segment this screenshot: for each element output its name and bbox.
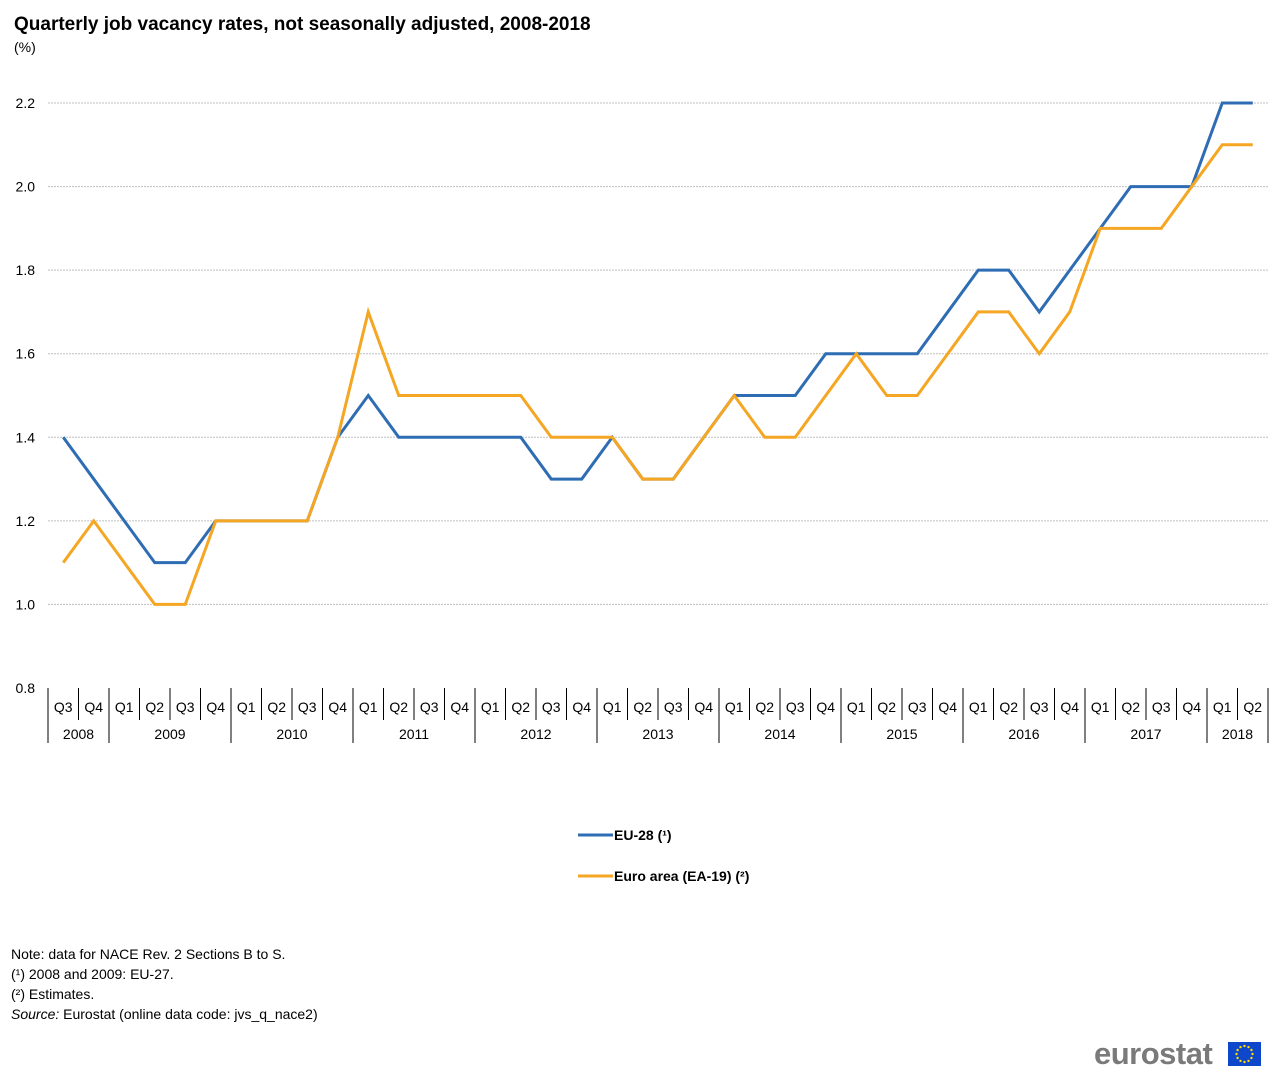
quarter-label: Q3 [542,699,561,715]
year-label: 2013 [642,726,673,742]
star [1243,1060,1246,1064]
star [1236,1048,1239,1052]
star [1247,1045,1250,1049]
year-label: 2012 [520,726,551,742]
quarter-label: Q1 [847,699,866,715]
year-label: 2014 [764,726,795,742]
quarter-label: Q4 [1182,699,1201,715]
quarter-label: Q3 [786,699,805,715]
quarter-label: Q2 [999,699,1018,715]
y-tick-label: 1.2 [16,513,36,529]
year-label: 2016 [1008,726,1039,742]
star [1239,1059,1242,1063]
star [1250,1056,1253,1060]
note-1: Note: data for NACE Rev. 2 Sections B to… [11,946,286,962]
legend-label: Euro area (EA-19) (²) [614,868,749,884]
year-label: 2017 [1130,726,1161,742]
legend-label: EU-28 (¹) [614,827,672,843]
quarter-label: Q3 [298,699,317,715]
quarter-label: Q2 [267,699,286,715]
series-line-1 [62,143,1253,606]
quarter-label: Q4 [1060,699,1079,715]
quarter-label: Q2 [511,699,530,715]
quarter-label: Q2 [877,699,896,715]
y-tick-label: 2.2 [16,95,36,111]
year-label: 2009 [154,726,185,742]
eu-stars-icon [1235,1044,1254,1064]
quarter-label: Q1 [725,699,744,715]
quarter-label: Q1 [1213,699,1232,715]
year-label: 2011 [399,726,429,742]
unit-label: (%) [14,39,36,55]
y-tick-label: 1.4 [16,429,36,445]
star [1250,1048,1253,1052]
quarter-label: Q1 [359,699,378,715]
quarter-label: Q1 [481,699,500,715]
quarter-label: Q2 [633,699,652,715]
quarter-label: Q2 [145,699,164,715]
year-label: 2008 [63,726,94,742]
quarter-label: Q1 [969,699,988,715]
quarter-label: Q4 [938,699,957,715]
quarter-label: Q1 [115,699,134,715]
quarter-label: Q1 [1091,699,1110,715]
star [1236,1056,1239,1060]
quarter-label: Q4 [694,699,713,715]
quarter-label: Q3 [176,699,195,715]
note-3: (²) Estimates. [11,986,95,1002]
eu-flag-icon [1228,1042,1261,1066]
source-text: Eurostat (online data code: jvs_q_nace2) [59,1006,318,1022]
quarter-label: Q1 [603,699,622,715]
quarter-label: Q1 [237,699,256,715]
source-note: Source: Eurostat (online data code: jvs_… [11,1004,318,1024]
quarter-label: Q4 [572,699,591,715]
year-label: 2015 [886,726,917,742]
quarter-label: Q3 [664,699,683,715]
star [1235,1052,1238,1056]
star [1251,1052,1254,1056]
quarter-label: Q2 [1243,699,1262,715]
source-label: Source: [11,1006,60,1022]
quarter-label: Q4 [328,699,347,715]
quarter-label: Q3 [908,699,927,715]
quarter-label: Q2 [1121,699,1140,715]
notes: Note: data for NACE Rev. 2 Sections B to… [11,944,318,1024]
note-2: (¹) 2008 and 2009: EU-27. [11,966,174,982]
quarter-label: Q3 [1152,699,1171,715]
y-tick-label: 1.0 [16,596,36,612]
eurostat-logo: eurostat [1094,1036,1213,1071]
star [1243,1044,1246,1048]
quarter-label: Q2 [389,699,408,715]
y-tick-label: 0.8 [16,680,36,696]
series-line-0 [62,101,1253,565]
chart-title: Quarterly job vacancy rates, not seasona… [14,14,591,35]
quarter-label: Q3 [1030,699,1049,715]
quarter-label: Q4 [84,699,103,715]
quarter-label: Q4 [206,699,225,715]
quarter-label: Q3 [54,699,73,715]
y-tick-label: 1.8 [16,262,36,278]
quarter-label: Q4 [450,699,469,715]
year-label: 2018 [1222,726,1253,742]
quarter-label: Q3 [420,699,439,715]
y-tick-label: 2.0 [16,179,36,195]
quarter-label: Q4 [816,699,835,715]
star [1239,1045,1242,1049]
year-label: 2010 [276,726,307,742]
star [1247,1059,1250,1063]
quarter-label: Q2 [755,699,774,715]
y-tick-label: 1.6 [16,346,36,362]
